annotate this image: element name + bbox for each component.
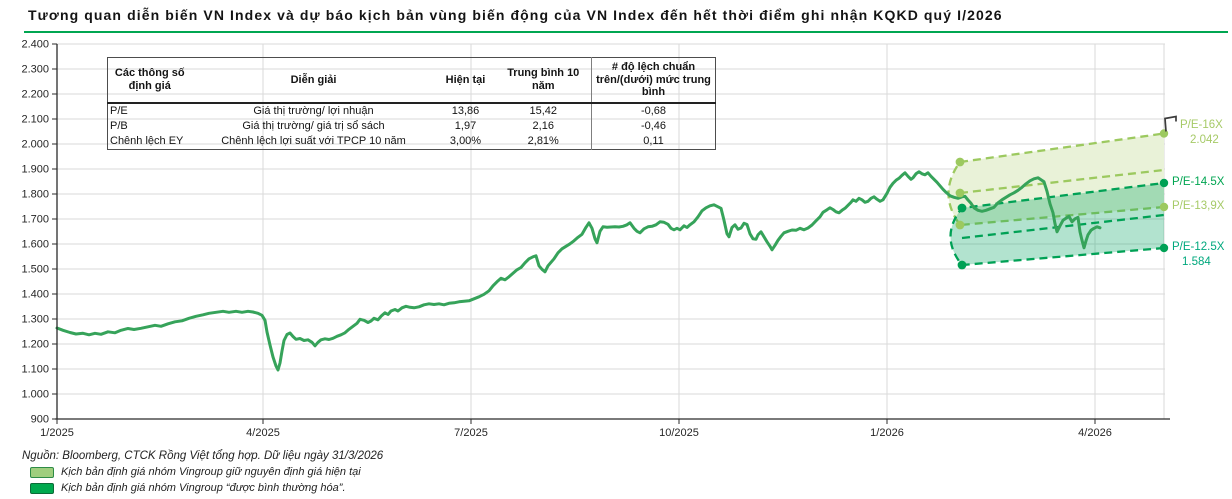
y-tick-label: 2.200 <box>21 89 49 101</box>
band-start-dot <box>955 157 965 167</box>
table-cell: 13,86 <box>451 105 480 118</box>
y-tick-label: 1.700 <box>21 214 49 226</box>
table-cell: P/E <box>110 105 128 118</box>
y-tick-label: 2.100 <box>21 114 49 126</box>
band-start-dot <box>955 220 965 230</box>
table-header-col1: Các thông số định giá <box>114 67 185 92</box>
x-tick-label: 7/2025 <box>454 427 488 439</box>
pe-target-value: 2.042 <box>1190 133 1219 146</box>
table-header-col2: Diễn giải <box>290 73 337 86</box>
y-tick-label: 2.300 <box>21 64 49 76</box>
table-cell: -0,68 <box>591 103 716 119</box>
y-tick-label: 1.000 <box>21 389 49 401</box>
table-header-col5: # độ lệch chuẩn trên/(dưới) mức trung bì… <box>591 57 716 103</box>
table-row: P/E Giá thị trường/ lợi nhuận 13,86 15,42 -0… <box>108 103 716 119</box>
table-header-col3: Hiện tại <box>445 73 486 86</box>
chart-title: Tương quan diễn biến VN Index và dự báo … <box>28 7 1003 23</box>
forecast-band-dark-fill <box>950 183 1164 265</box>
y-tick-label: 1.300 <box>21 314 49 326</box>
vnindex-line <box>55 170 1102 372</box>
table-cell: 0,11 <box>591 134 716 150</box>
y-tick-label: 2.000 <box>21 139 49 151</box>
valuation-table: Các thông số định giá Diễn giải Hiện tại Tr… <box>107 57 716 150</box>
y-tick-label: 1.600 <box>21 239 49 251</box>
table-cell: Chênh lệch lợi suất với TPCP 10 năm <box>221 135 406 148</box>
table-cell: 2,81% <box>527 135 559 148</box>
y-tick-label: 2.400 <box>21 39 49 51</box>
forecast-band-light-midline <box>959 168 1165 195</box>
table-row: Chênh lệch EY Chênh lệch lợi suất với TPC… <box>108 134 716 150</box>
band-end-dot <box>1159 243 1169 253</box>
table-cell: Giá thị trường/ giá trị sổ sách <box>242 120 385 133</box>
forecast-band-dark-midline <box>961 213 1165 240</box>
band-start-dot <box>957 260 967 270</box>
x-tick-label: 4/2026 <box>1078 427 1112 439</box>
y-tick-label: 1.500 <box>21 264 49 276</box>
pe-label-pe16x: P/E-16X 2.042 <box>1180 118 1223 148</box>
band-start-dot <box>957 203 967 213</box>
pe-multiple-text: P/E-14.5X <box>1172 176 1225 188</box>
x-tick-label: 10/2025 <box>659 427 699 439</box>
y-tick-label: 1.200 <box>21 339 49 351</box>
table-row: P/B Giá thị trường/ giá trị sổ sách 1,97 2,… <box>108 119 716 134</box>
table-header-col4: Trung bình 10 năm <box>507 67 580 92</box>
pe-target-value: 1.584 <box>1182 256 1211 268</box>
band-start-dot <box>955 188 965 198</box>
table-cell: P/B <box>110 120 128 133</box>
y-tick-label: 1.400 <box>21 289 49 301</box>
x-tick-label: 4/2025 <box>246 427 280 439</box>
table-cell: Chênh lệch EY <box>110 135 184 148</box>
legend-label: Kịch bản định giá nhóm Vingroup giữ nguy… <box>61 466 361 478</box>
y-tick-label: 900 <box>31 414 49 426</box>
legend-item: Kịch bản định giá nhóm Vingroup “được bì… <box>30 482 346 494</box>
pe-multiple-text: P/E-12.5X <box>1172 241 1225 253</box>
legend-item: Kịch bản định giá nhóm Vingroup giữ nguy… <box>30 466 361 478</box>
band-end-dot <box>1159 202 1169 212</box>
table-cell: Giá thị trường/ lợi nhuận <box>253 105 374 118</box>
table-cell: -0,46 <box>591 119 716 134</box>
table-cell: 15,42 <box>529 105 558 118</box>
valuation-table-header-row: Các thông số định giá Diễn giải Hiện tại Tr… <box>107 57 716 103</box>
band-end-dot <box>1159 178 1169 188</box>
title-divider <box>24 31 1228 33</box>
pe-multiple-text: P/E-16X <box>1180 118 1223 131</box>
x-tick-label: 1/2025 <box>40 427 74 439</box>
table-cell: 1,97 <box>454 120 477 133</box>
source-note: Nguồn: Bloomberg, CTCK Rồng Việt tổng hợ… <box>22 450 384 462</box>
y-tick-label: 1.100 <box>21 364 49 376</box>
table-cell: 3,00% <box>449 135 482 148</box>
legend-swatch-icon <box>30 482 54 494</box>
y-tick-label: 1.800 <box>21 189 49 201</box>
x-tick-label: 1/2026 <box>870 427 904 439</box>
pe-label-pe12_5x: P/E-12.5X 1.584 <box>1172 240 1224 270</box>
legend-label: Kịch bản định giá nhóm Vingroup “được bì… <box>61 482 346 494</box>
pe-label-pe14_5x: P/E-14.5X <box>1172 175 1224 190</box>
flag-icon <box>1164 115 1177 132</box>
pe-multiple-text: P/E-13,9X <box>1172 200 1225 212</box>
legend-swatch-icon <box>30 466 54 478</box>
y-tick-label: 1.900 <box>21 164 49 176</box>
band-end-dot <box>1159 129 1169 138</box>
pe-label-pe13_9x: P/E-13,9X <box>1172 199 1224 214</box>
table-cell: 2,16 <box>532 120 554 133</box>
